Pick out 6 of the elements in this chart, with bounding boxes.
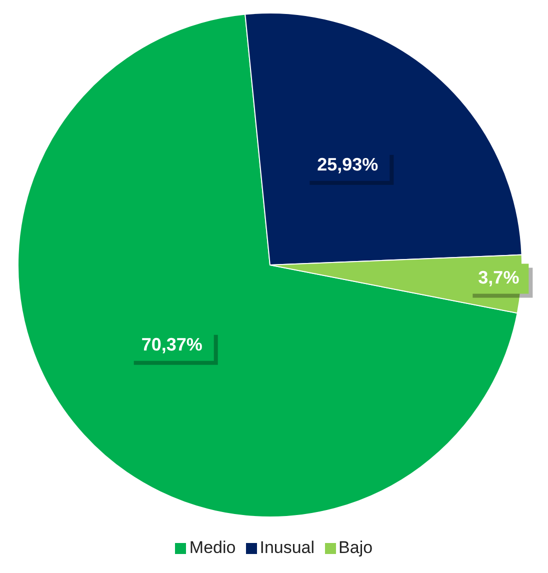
data-label: 25,93% (317, 154, 378, 175)
data-label: 70,37% (141, 334, 202, 355)
legend-label: Bajo (338, 538, 373, 558)
slice-label: Medio (188, 538, 236, 558)
legend-label: Inusual (258, 538, 315, 558)
data-label: 3,7% (478, 267, 520, 288)
